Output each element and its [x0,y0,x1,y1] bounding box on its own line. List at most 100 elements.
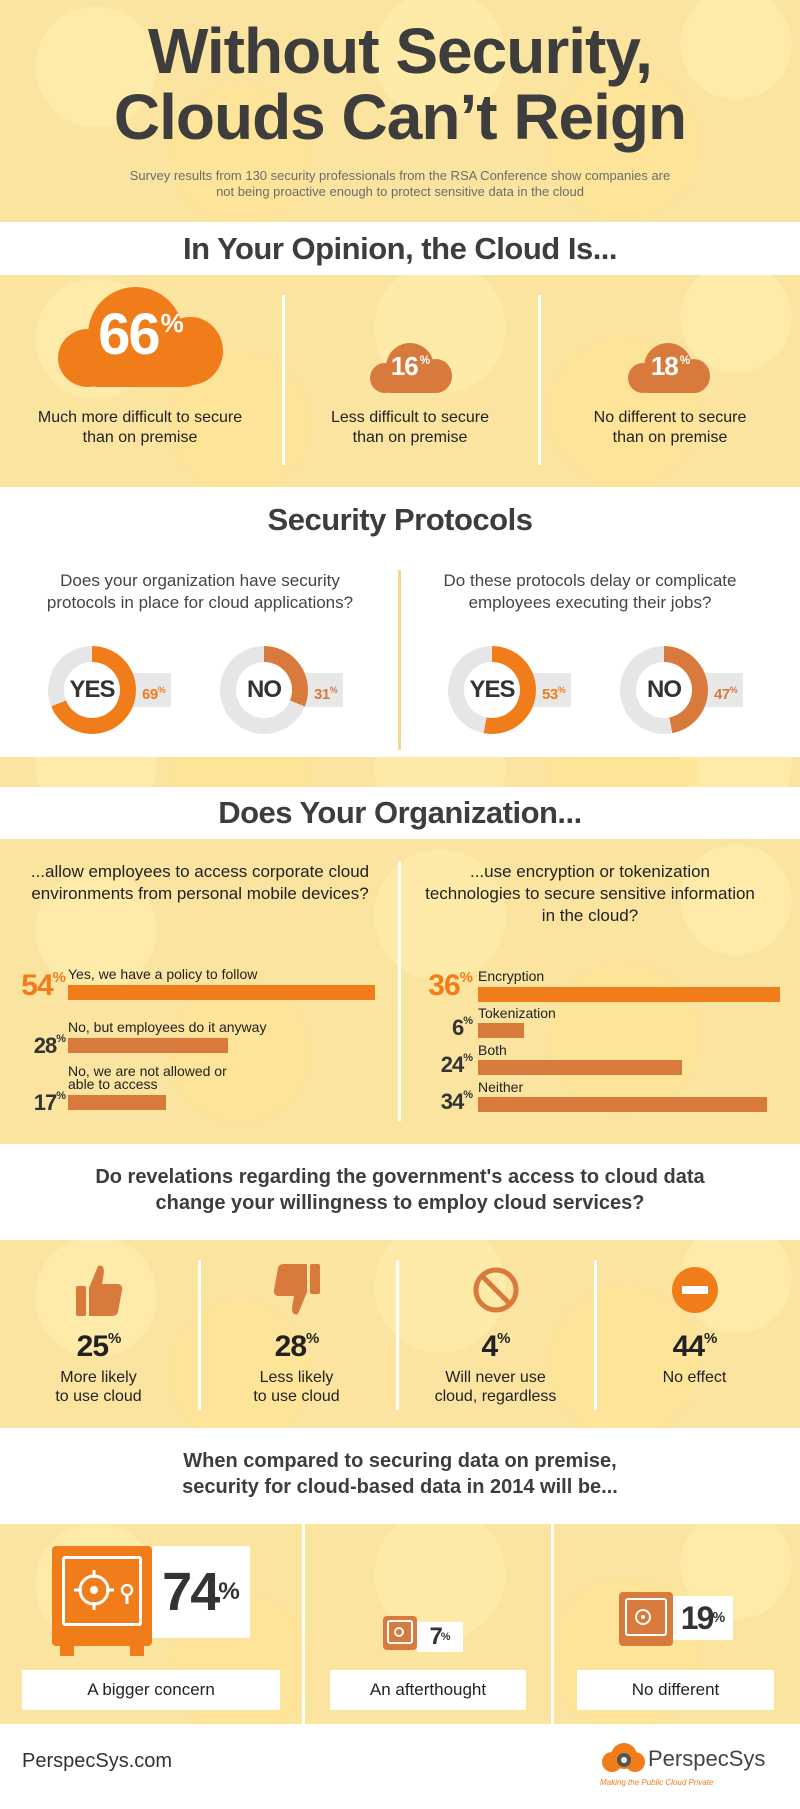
gov-value: 44% [672,1330,718,1363]
government-section: 25% More likely to use cloud 28% Less lik… [0,1240,800,1428]
bar-percent: 36% [428,969,473,1002]
bar-label: No, but employees do it anyway [68,1019,267,1035]
opinion-label: Less difficult to secure than on premise [330,409,489,446]
gov-item-no-effect: 44% No effect [596,1240,793,1428]
minus-circle-icon [672,1267,718,1313]
opinion-value: 18% [650,351,690,381]
divider [398,861,401,1121]
compare-label: A bigger concern [22,1670,280,1710]
divider [398,570,401,750]
title-line-2: Clouds Can’t Reign [113,81,687,153]
divider [302,1524,305,1724]
footer: PerspecSys.com PerspecSys Making the Pub… [0,1724,800,1809]
opinion-item-less: 16% Less difficult to secure than on pre… [300,275,520,487]
gov-item-more-likely: 25% More likely to use cloud [0,1240,197,1428]
opinion-label: Much more difficult to secure than on pr… [37,409,243,446]
brand-tagline: Making the Public Cloud Private [600,1778,714,1787]
bar-both [478,1060,682,1075]
divider [198,1260,201,1410]
opinion-item-same: 18% No different to secure than on premi… [560,275,780,487]
opinion-label: No different to secure than on premise [593,409,747,446]
heading-line: When compared to securing data on premis… [183,1450,617,1472]
bar-encryption [478,987,780,1002]
organization-heading: Does Your Organization... [0,787,800,839]
safe-icon [52,1546,152,1656]
safe-icon [619,1592,673,1646]
bar-label: Encryption [478,968,545,984]
gov-item-less-likely: 28% Less likely to use cloud [198,1240,395,1428]
compare-label: No different [577,1670,774,1710]
divider [538,295,541,465]
compare-label: An afterthought [330,1670,526,1710]
header-section: Without Security, Clouds Can’t Reign Sur… [0,0,800,222]
bar-not-allowed [68,1095,166,1110]
thumbs-up-icon [76,1265,123,1316]
organization-section: ...allow employees to access corporate c… [0,839,800,1144]
donut-chart-no: NO [220,646,308,734]
divider [594,1260,597,1410]
heading-line: Do revelations regarding the government'… [95,1166,705,1188]
opinion-section: 66% Much more difficult to secure than o… [0,275,800,487]
bar-percent: 28% [33,1033,66,1058]
prohibited-icon [473,1267,519,1313]
bar-percent: 54% [21,969,66,1002]
protocol-question: Does your organization have security pro… [46,571,354,612]
opinion-item-difficult: 66% Much more difficult to secure than o… [30,275,250,487]
gov-value: 28% [274,1330,320,1363]
divider [282,295,285,465]
bar-percent: 17% [33,1090,66,1115]
compare-value: 74% [152,1546,250,1638]
gov-label: Less likely to use cloud [253,1369,340,1405]
cloud-lock-icon [602,1743,645,1772]
gov-label: Will never use cloud, regardless [434,1369,557,1405]
org-question-mobile: ...allow employees to access corporate c… [30,862,370,903]
compare-section: 74% A bigger concern 7% An afterthought … [0,1524,800,1724]
donut-label: NO [636,662,692,718]
bar-do-it-anyway [68,1038,228,1053]
site-link[interactable]: PerspecSys.com [22,1750,173,1772]
bar-tokenization [478,1023,524,1038]
brand-name: PerspecSys [648,1746,766,1771]
bar-label: Both [478,1042,507,1058]
compare-heading: When compared to securing data on premis… [0,1428,800,1524]
gov-label: More likely to use cloud [55,1369,142,1405]
donut-chart-yes: YES [448,646,536,734]
subtitle: Survey results from 130 security profess… [129,168,671,199]
cloud-icon [628,343,710,393]
bar-percent: 24% [440,1052,473,1077]
bar-percent: 34% [440,1089,473,1114]
donut-chart-yes: YES [48,646,136,734]
thumbs-down-icon [273,1264,320,1315]
gov-item-never: 4% Will never use cloud, regardless [397,1240,594,1428]
gov-value: 4% [481,1330,510,1363]
donut-chart-no: NO [620,646,708,734]
gov-value: 25% [76,1330,122,1363]
bar-label: Yes, we have a policy to follow [68,966,258,982]
protocols-heading: Security Protocols [0,487,800,552]
bar-yes-policy [68,985,375,1000]
org-question-encryption: ...use encryption or tokenization techno… [425,862,755,925]
donut-label: YES [64,662,120,718]
gov-label: No effect [662,1369,727,1386]
opinion-value: 66% [98,302,184,367]
page-title: Without Security, Clouds Can’t Reign [0,0,800,150]
government-heading: Do revelations regarding the government'… [0,1144,800,1240]
cloud-icon [58,287,223,387]
bar-label: No, we are not allowed or able to access [68,1063,227,1092]
donut-label: YES [464,662,520,718]
bar-label: Tokenization [478,1005,556,1021]
divider [396,1260,399,1410]
heading-line: security for cloud-based data in 2014 wi… [182,1476,618,1498]
divider [551,1524,554,1724]
compare-value: 19% [673,1596,733,1640]
opinion-value: 16% [390,351,430,381]
bar-percent: 6% [451,1015,473,1040]
heading-line: change your willingness to employ cloud … [155,1192,645,1214]
safe-icon [383,1616,417,1650]
opinion-heading: In Your Opinion, the Cloud Is... [0,222,800,275]
bar-label: Neither [478,1079,524,1095]
protocol-question: Do these protocols delay or complicate e… [443,571,737,612]
compare-value: 7% [417,1622,463,1652]
bar-neither [478,1097,767,1112]
cloud-icon [370,343,452,393]
